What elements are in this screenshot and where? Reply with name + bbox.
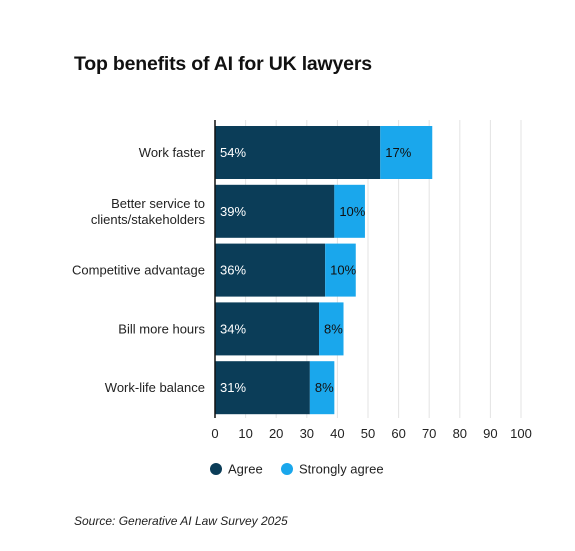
bar-data-label: 36%	[220, 263, 246, 278]
source-note: Source: Generative AI Law Survey 2025	[74, 514, 288, 528]
category-label: Bill more hours	[118, 321, 205, 336]
bar-agree	[215, 126, 381, 179]
x-tick-labels: 0 10 20 30 40 50 60 70 80 90 100	[211, 426, 531, 441]
bar-data-label: 8%	[315, 380, 334, 395]
bar-data-label: 17%	[385, 145, 411, 160]
bar-agree	[215, 243, 326, 297]
category-labels: Work faster Better service to clients/stak…	[72, 145, 206, 395]
x-tick-label: 100	[510, 426, 532, 441]
bar-data-label: 39%	[220, 204, 246, 219]
bar-strongly-agree	[325, 243, 356, 297]
bar-agree	[215, 302, 320, 356]
legend-swatch	[281, 463, 293, 475]
bar-data-label: 10%	[330, 263, 356, 278]
bar-data-label: 8%	[324, 321, 343, 336]
bar-strongly-agree	[319, 302, 344, 356]
x-tick-label: 50	[361, 426, 375, 441]
x-tick-label: 30	[300, 426, 314, 441]
bar-data-label: 34%	[220, 321, 246, 336]
x-tick-label: 10	[238, 426, 252, 441]
bar-data-label: 54%	[220, 145, 246, 160]
legend-swatch	[210, 463, 222, 475]
legend-label: Agree	[228, 462, 263, 477]
bar-agree	[215, 361, 310, 415]
bar-strongly-agree	[380, 126, 433, 179]
x-tick-label: 70	[422, 426, 436, 441]
category-label: Better service to clients/stakeholders	[91, 196, 206, 227]
chart-title: Top benefits of AI for UK lawyers	[74, 53, 372, 75]
category-label: Work faster	[139, 145, 206, 160]
bar-agree	[215, 184, 335, 238]
x-tick-label: 60	[391, 426, 405, 441]
x-tick-label: 0	[211, 426, 218, 441]
bar-data-label: 31%	[220, 380, 246, 395]
x-tick-label: 90	[483, 426, 497, 441]
bar-strongly-agree	[309, 361, 335, 415]
legend: Agree Strongly agree	[210, 462, 384, 477]
category-label: Competitive advantage	[72, 263, 205, 278]
bar-strongly-agree	[334, 184, 365, 238]
x-tick-label: 40	[330, 426, 344, 441]
bar-data-label: 10%	[339, 204, 365, 219]
legend-label: Strongly agree	[299, 462, 384, 477]
x-tick-label: 80	[453, 426, 467, 441]
x-tick-label: 20	[269, 426, 283, 441]
category-label: Work-life balance	[105, 380, 205, 395]
bars: 54% 17% 39% 10% 36% 10% 34% 8% 31% 8%	[215, 126, 433, 415]
